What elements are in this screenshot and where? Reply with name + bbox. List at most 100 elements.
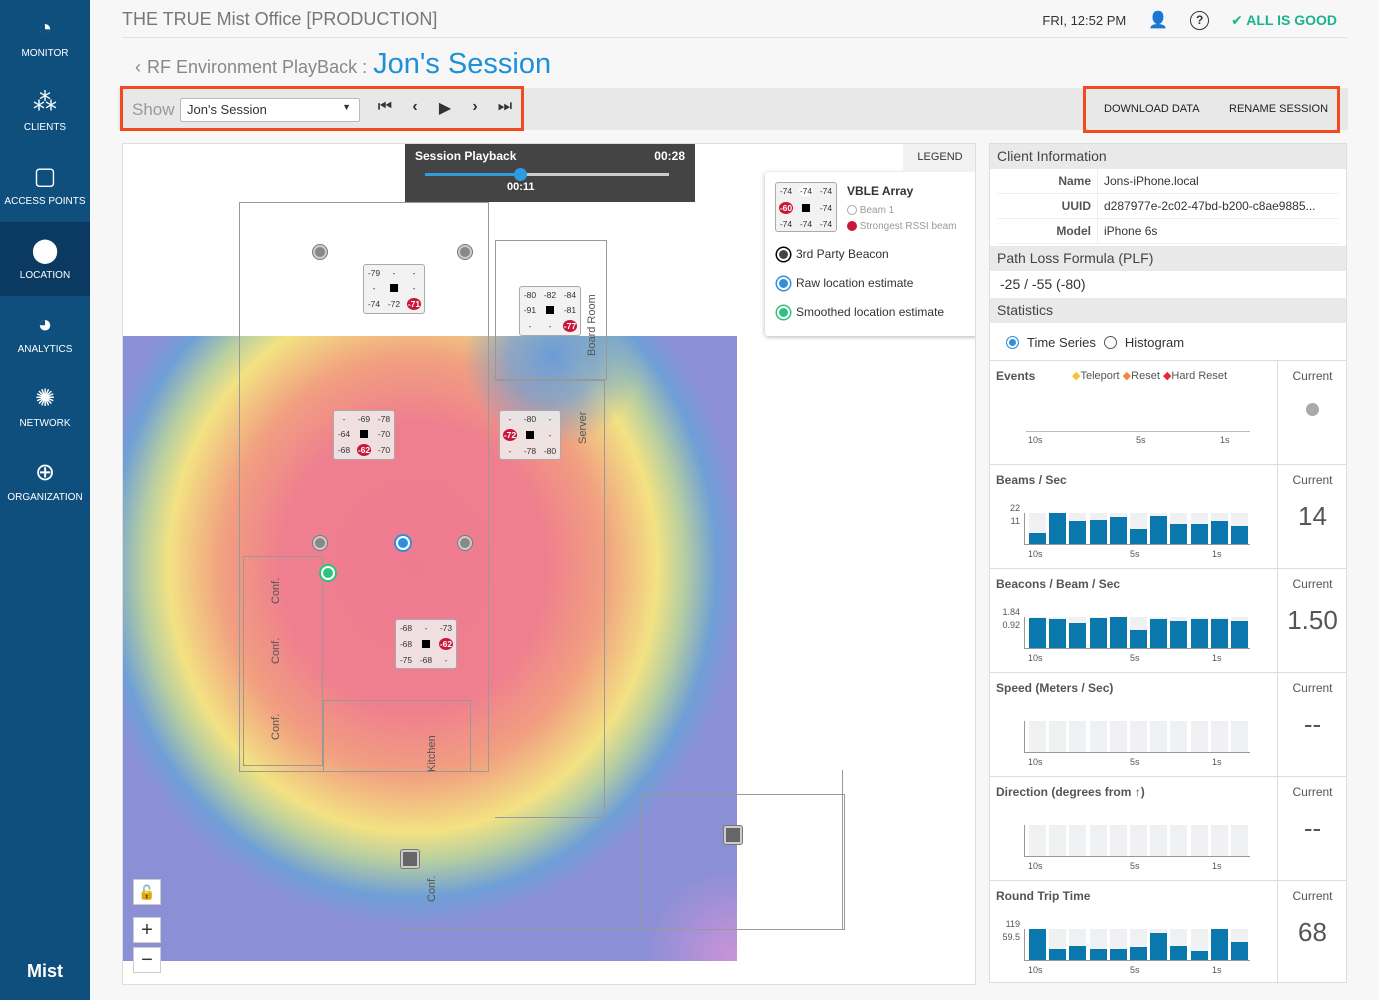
vble-array[interactable]: - -69 -78 -64 -70 -68 -62 -70 [333,410,395,460]
bar[interactable] [1069,521,1087,544]
sidebar-item-monitor[interactable]: ◔ MONITOR [0,0,90,74]
beam-rssi: - [424,622,428,633]
bar[interactable] [1069,945,1087,960]
beam-rssi: -91 [523,304,537,315]
bar[interactable] [1150,515,1168,544]
vble-array[interactable]: -80 -82 -84 -91 -81- - -77 [519,286,581,336]
bar[interactable] [1069,623,1087,648]
bar[interactable] [1049,513,1067,544]
time-series-radio[interactable] [1006,335,1019,349]
status-indicator[interactable]: ✔ ALL IS GOOD [1231,11,1337,28]
beam-rssi: - [412,282,416,293]
x-tick: 5s [1130,861,1140,871]
bar-track [1150,617,1168,648]
help-icon[interactable]: ? [1190,10,1210,30]
bar[interactable] [1150,933,1168,960]
sidebar-item-analytics[interactable]: ◕ ANALYTICS [0,296,90,370]
histogram-label[interactable]: Histogram [1124,334,1185,350]
access-point-marker[interactable] [724,826,742,844]
sidebar-item-organization[interactable]: ⊕ ORGANIZATION [0,444,90,518]
bar[interactable] [1170,621,1188,648]
beacon-marker[interactable] [458,245,472,259]
bar[interactable] [1109,949,1127,960]
sidebar-item-label: ORGANIZATION [7,492,83,503]
bar-track [1029,513,1046,544]
step-back-button[interactable]: ‹ [412,98,418,115]
bar[interactable] [1210,521,1228,544]
sidebar-item-network[interactable]: ✺ NETWORK [0,370,90,444]
rename-session-button[interactable]: RENAME SESSION [1229,103,1329,115]
beacon-marker[interactable] [313,536,327,550]
beam-rssi: -74 [367,299,381,310]
time-series-label[interactable]: Time Series [1027,334,1096,350]
legend-button[interactable]: LEGEND [903,144,975,170]
user-icon[interactable]: 👤 [1148,12,1169,29]
bar[interactable] [1029,929,1046,960]
vble-array[interactable]: - -80- -72- - -78 -80 [499,410,561,460]
vble-array[interactable]: -79- - - - -74 -72 -71 [363,264,425,314]
download-data-button[interactable]: DOWNLOAD DATA [1104,103,1200,115]
bar[interactable] [1231,525,1248,544]
datetime: FRI, 12:52 PM [1042,12,1127,28]
smoothed-location-marker[interactable] [321,566,335,580]
beam-rssi: -69 [357,413,371,424]
histogram-radio[interactable] [1103,335,1117,349]
bar[interactable] [1029,532,1046,544]
slider-handle[interactable] [514,168,528,181]
bar[interactable] [1109,617,1127,648]
access-point-marker[interactable] [401,850,419,868]
vble-array[interactable]: -68- -73 -68 -62 -75 -68- [395,619,457,669]
zoom-out-button[interactable]: − [133,947,161,973]
bar[interactable] [1231,621,1248,648]
bar[interactable] [1130,528,1147,544]
skip-to-start-button[interactable]: ⏮ [377,98,393,115]
beacon-marker[interactable] [313,245,327,259]
bar[interactable] [1210,929,1228,960]
sidebar-item-clients[interactable]: ⁂ CLIENTS [0,74,90,148]
bar[interactable] [1130,630,1147,648]
room-label: Board Room [586,294,598,356]
x-tick: 10s [1028,653,1043,663]
bar[interactable] [1231,942,1248,960]
lock-icon[interactable]: 🔓 [133,879,161,905]
bar[interactable] [1190,524,1208,544]
floor-map[interactable]: Board Room Server Conf. Conf. Conf. Kitc… [122,143,976,985]
beam-rssi: -60 [778,201,794,214]
bar[interactable] [1029,617,1046,648]
beam-rssi: -73 [439,622,453,633]
playback-slider[interactable] [425,168,669,181]
sidebar-item-location[interactable]: ⬤ LOCATION [0,222,90,296]
raw-location-marker[interactable] [396,536,410,550]
x-tick: 10s [1028,757,1043,767]
wall [641,794,845,930]
bar[interactable] [1049,949,1067,960]
bar[interactable] [1170,524,1188,544]
bar[interactable] [1089,617,1107,648]
bar[interactable] [1130,946,1147,960]
bar[interactable] [1089,520,1107,544]
bar-track [1170,825,1188,856]
beacon-marker[interactable] [458,536,472,550]
bar[interactable] [1150,618,1168,648]
bar[interactable] [1109,517,1127,544]
bar[interactable] [1210,618,1228,648]
bar[interactable] [1190,951,1208,960]
zoom-in-button[interactable]: + [133,917,161,943]
bar-track [1130,721,1147,752]
bar-chart [1024,617,1250,649]
bar[interactable] [1190,618,1208,648]
session-select[interactable]: Jon's Session ▼ [180,98,360,122]
bar[interactable] [1170,945,1188,960]
step-forward-button[interactable]: › [472,98,478,115]
sidebar-item-access-points[interactable]: ▢ ACCESS POINTS [0,148,90,222]
sidebar-item-label: CLIENTS [23,122,67,133]
play-button[interactable]: ▶ [438,100,452,117]
breadcrumb-parent[interactable]: RF Environment PlayBack : [147,57,368,77]
skip-to-end-button[interactable]: ⏭ [497,98,513,115]
bar[interactable] [1049,618,1067,648]
site-name[interactable]: THE TRUE Mist Office [PRODUCTION] [122,9,438,29]
bar-track [1150,513,1168,544]
bar-track [1109,513,1127,544]
back-chevron-icon[interactable]: ‹ [135,57,141,77]
bar[interactable] [1089,949,1107,960]
